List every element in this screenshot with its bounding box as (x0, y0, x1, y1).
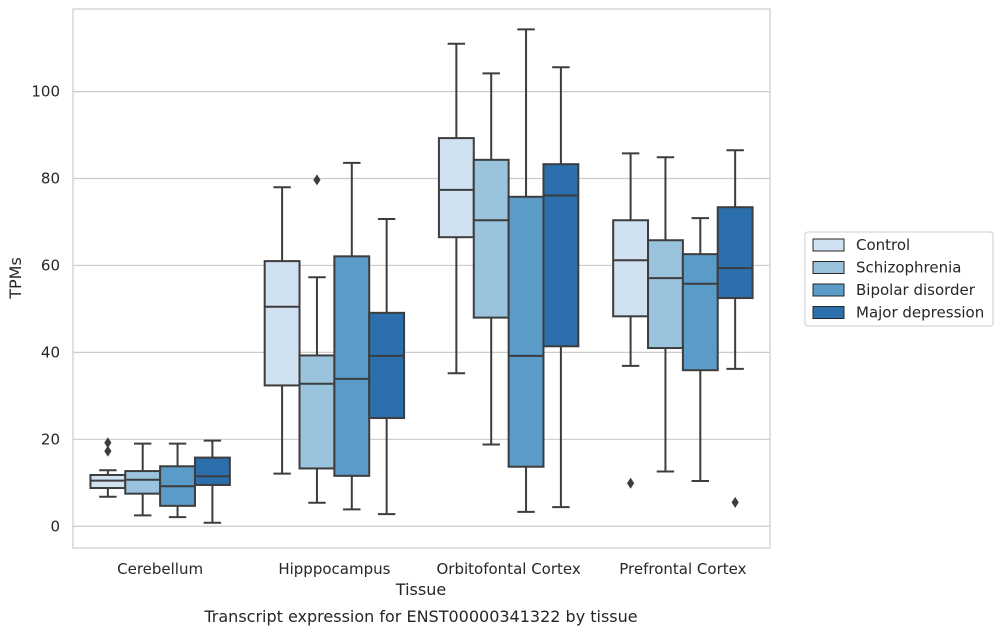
grid-layer (73, 90, 770, 527)
box-iqr (263, 260, 301, 387)
legend-frame (804, 231, 994, 327)
y-tick-label: 80 (41, 170, 60, 188)
box-bipolar-disorder (159, 442, 196, 519)
outlier-point (104, 437, 112, 449)
box-bipolar-disorder (507, 28, 545, 513)
x-tick-label: Prefrontal Cortex (619, 560, 746, 578)
y-tick-labels: 0 20 40 60 80 100 (31, 83, 60, 536)
chart-caption: Transcript expression for ENST0000034132… (203, 607, 637, 626)
legend-swatch (812, 283, 845, 297)
boxes-layer (89, 28, 754, 524)
box-iqr (368, 311, 406, 420)
box-iqr (193, 456, 231, 486)
y-tick-label: 60 (41, 256, 60, 274)
legend-entry: Control (856, 236, 910, 254)
x-tick-labels: Cerebellum Hipppocampus Orbitofontal Corte… (117, 560, 746, 578)
box-major-depression (542, 66, 580, 509)
legend-swatch (812, 306, 845, 319)
y-tick-label: 0 (50, 517, 60, 535)
box-schizophrenia (124, 442, 162, 517)
box-iqr (681, 253, 719, 372)
box-iqr (716, 206, 754, 300)
box-bipolar-disorder (681, 217, 719, 483)
box-bipolar-disorder (333, 161, 371, 511)
box-control (263, 186, 301, 475)
box-iqr (333, 255, 371, 477)
y-tick-label: 40 (41, 343, 60, 361)
legend-entry: Schizophrenia (856, 259, 961, 277)
box-iqr (507, 195, 545, 468)
x-tick-label: Hipppocampus (278, 560, 390, 578)
box-control (437, 42, 475, 375)
box-major-depression (716, 149, 754, 508)
x-tick-label: Cerebellum (117, 560, 203, 578)
legend-entry: Major depression (856, 304, 984, 322)
y-tick-label: 100 (31, 83, 60, 101)
box-major-depression (368, 217, 406, 516)
outlier-point (627, 477, 635, 489)
box-iqr (472, 158, 510, 319)
outlier-point (313, 174, 321, 186)
box-major-depression (193, 439, 231, 524)
y-tick-label: 20 (41, 430, 60, 448)
outlier-point (104, 445, 112, 457)
box-iqr (124, 470, 162, 495)
box-control (89, 437, 127, 498)
y-axis-label: TPMs (6, 257, 25, 300)
box-iqr (612, 219, 650, 318)
box-schizophrenia (298, 174, 336, 504)
legend-swatch (812, 238, 845, 252)
legend-entry: Bipolar disorder (856, 281, 976, 299)
x-tick-label: Orbitofontal Cortex (437, 560, 581, 578)
box-iqr (298, 354, 336, 470)
box-iqr (542, 163, 580, 348)
legend: Control Schizophrenia Bipolar disorder Majo… (804, 231, 994, 327)
box-schizophrenia (472, 72, 510, 446)
legend-swatch (812, 261, 845, 274)
box-iqr (647, 239, 684, 350)
box-control (612, 152, 650, 489)
x-axis-label: Tissue (395, 580, 446, 599)
box-iqr (437, 137, 475, 239)
outlier-point (731, 496, 739, 508)
plot-frame (72, 8, 771, 549)
box-schizophrenia (647, 156, 684, 473)
